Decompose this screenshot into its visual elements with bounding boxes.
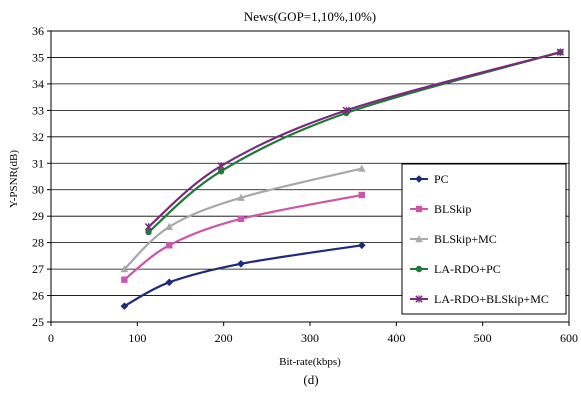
legend-item: PC (410, 172, 449, 186)
series-line (123, 193, 363, 281)
y-tick-label: 34 (32, 77, 44, 91)
data-point (144, 223, 153, 231)
series-line (123, 244, 362, 308)
series-blskip-mc (120, 164, 366, 273)
legend-marker (415, 235, 423, 243)
y-tick-label: 26 (32, 289, 44, 303)
legend-marker (415, 265, 423, 273)
data-point (342, 106, 350, 115)
series-line (123, 167, 363, 270)
legend-marker (415, 175, 423, 183)
data-point (166, 242, 173, 249)
data-point (358, 164, 366, 172)
series-blskip (121, 191, 365, 283)
y-axis-label: Y-PSNR(dB) (8, 150, 20, 208)
y-tick-label: 25 (32, 315, 44, 329)
series-line (147, 51, 561, 228)
y-tick-label: 29 (32, 209, 44, 223)
figure-caption: (d) (303, 372, 318, 387)
data-point (217, 168, 225, 175)
data-point (556, 48, 565, 56)
legend-item: BLSkip+MC (410, 232, 497, 246)
data-point (120, 302, 129, 310)
legend-item: LA-RDO+PC (410, 262, 501, 276)
y-tick-label: 35 (32, 50, 44, 64)
x-tick-label: 400 (387, 331, 405, 345)
legend-item: LA-RDO+BLSkip+MC (410, 292, 549, 306)
y-tick-label: 32 (32, 130, 44, 144)
x-tick-label: 500 (474, 331, 492, 345)
y-tick-label: 31 (32, 156, 44, 170)
x-tick-label: 300 (301, 331, 319, 345)
y-tick-label: 33 (32, 103, 44, 117)
legend-label: LA-RDO+BLSkip+MC (434, 292, 549, 306)
legend-label: BLSkip+MC (434, 232, 497, 246)
series-pc (120, 241, 366, 310)
legend-marker (415, 295, 423, 303)
x-tick-label: 200 (215, 331, 233, 345)
x-tick-label: 100 (128, 331, 146, 345)
series-la-rdo-blskip-mc (144, 48, 565, 231)
data-point (237, 260, 245, 268)
legend: PC BLSkip BLSkip+MC LA-RDO+PC LA-RDO+BLSkip+… (401, 163, 567, 315)
y-tick-label: 36 (32, 24, 44, 38)
data-point (121, 276, 128, 283)
y-tick-label: 30 (32, 183, 44, 197)
data-point (145, 228, 152, 236)
data-point (358, 191, 365, 199)
legend-label: BLSkip (434, 202, 471, 216)
data-point (237, 193, 245, 201)
chart-title: News(GOP=1,10%,10%) (244, 9, 376, 24)
legend-item: BLSkip (410, 202, 471, 216)
data-point (165, 278, 174, 287)
y-tick-label: 28 (32, 236, 44, 250)
x-axis-label: Bit-rate(kbps) (279, 356, 341, 368)
y-tick-label: 27 (32, 262, 44, 276)
x-tick-label: 600 (560, 331, 578, 345)
data-point (358, 241, 366, 250)
data-point (217, 162, 225, 170)
legend-box (401, 163, 567, 315)
plot-area: 25 26 27 28 29 30 31 32 33 34 35 36 0 100 200 300 400 500… (32, 24, 578, 345)
legend-marker (415, 205, 423, 213)
legend-label: LA-RDO+PC (434, 262, 501, 276)
data-point (237, 215, 245, 223)
legend-label: PC (434, 172, 449, 186)
data-point (165, 222, 174, 230)
x-tick-label: 0 (48, 331, 54, 345)
data-point (120, 265, 129, 273)
